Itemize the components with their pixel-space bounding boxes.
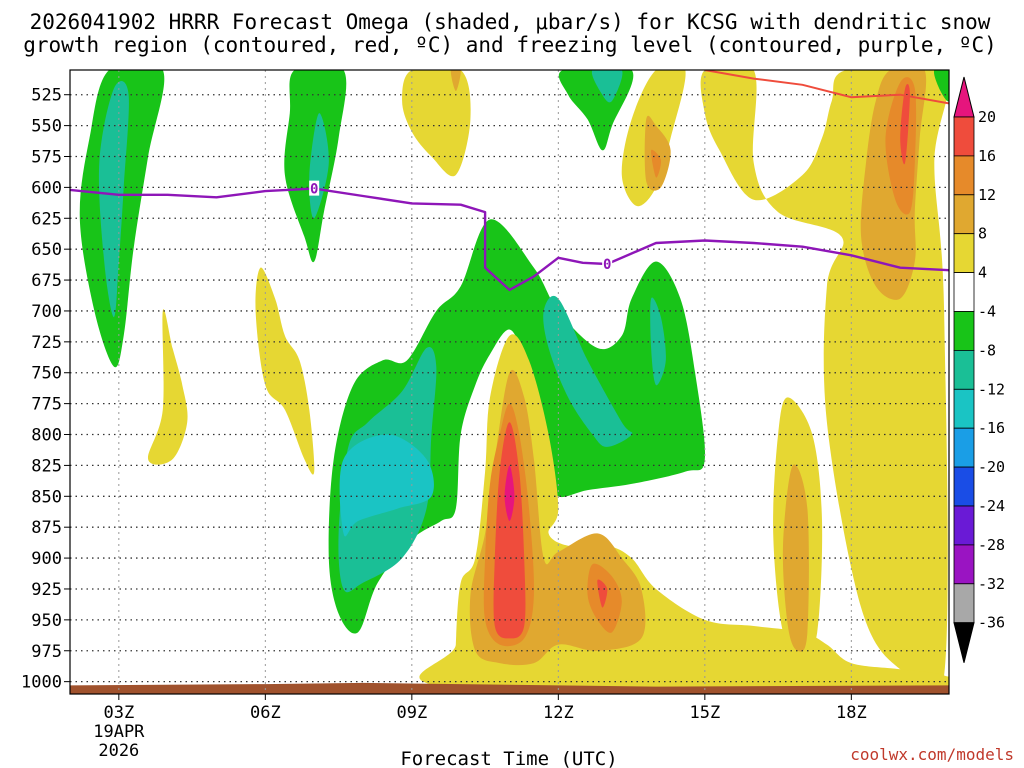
colorbar-bottom-arrow [953, 622, 975, 663]
omega-region-gold [644, 115, 671, 191]
contour-lines: 00 [70, 70, 949, 292]
colorbar-label: -36 [978, 614, 1005, 632]
y-tick-label: 625 [31, 209, 62, 229]
x-year-label: 2026 [98, 741, 139, 761]
colorbar-label: 20 [978, 108, 996, 126]
x-date-label: 19APR [93, 722, 145, 742]
y-tick-label: 525 [31, 86, 62, 106]
omega-region-teal [650, 297, 666, 386]
colorbar-bin [953, 388, 975, 429]
y-tick-label: 650 [31, 240, 62, 260]
terrain-ground [70, 682, 949, 694]
omega-region-teal [543, 295, 633, 447]
colorbar-label: -32 [978, 575, 1005, 593]
x-tick-label: 12Z [543, 703, 574, 723]
y-tick-label: 975 [31, 642, 62, 662]
omega-region-magenta [504, 465, 515, 521]
y-axis-ticks: 525 550 575 600 625 650 675 700 725 750 775 800 825 8… [21, 86, 70, 693]
credit-link[interactable]: coolwx.com/models [850, 745, 1014, 764]
freezing-level-label: 0 [310, 182, 318, 198]
y-tick-label: 925 [31, 580, 62, 600]
colorbar-label: 8 [978, 225, 987, 243]
y-tick-label: 900 [31, 549, 62, 569]
x-tick-label: 03Z [103, 703, 134, 723]
omega-region-yellow [402, 70, 471, 177]
x-tick-label: 15Z [689, 703, 720, 723]
colorbar-bin [953, 544, 975, 585]
colorbar-label: -20 [978, 458, 1005, 476]
omega-region-yellow [255, 267, 315, 475]
y-tick-label: 875 [31, 518, 62, 538]
colorbar-label: -12 [978, 380, 1005, 398]
freezing-label-bg [602, 255, 613, 271]
colorbar: 20 16 12 8 4 -4 -8 -12 -16 -20 -24 -28 -32 -36 [953, 76, 1005, 663]
chart-title-line2: growth region (contoured, red, ºC) and f… [23, 33, 997, 57]
y-tick-label: 825 [31, 456, 62, 476]
y-tick-label: 775 [31, 395, 62, 415]
dgz-contour-line [704, 70, 949, 105]
chart-title-line1: 2026041902 HRRR Forecast Omega (shaded, … [30, 10, 991, 34]
colorbar-label: -24 [978, 497, 1005, 515]
colorbar-bin [953, 583, 975, 624]
colorbar-bin [953, 116, 975, 157]
colorbar-label: -28 [978, 536, 1005, 554]
omega-region-teal [98, 80, 129, 318]
colorbar-label: 12 [978, 186, 996, 204]
y-tick-label: 1000 [21, 673, 62, 693]
y-tick-label: 675 [31, 271, 62, 291]
x-tick-label: 06Z [250, 703, 281, 723]
y-tick-label: 700 [31, 302, 62, 322]
omega-region-green [933, 70, 949, 102]
colorbar-bin [953, 233, 975, 273]
colorbar-bin [953, 155, 975, 196]
y-tick-label: 600 [31, 178, 62, 198]
colorbar-bin [953, 311, 975, 351]
colorbar-bin [953, 349, 975, 390]
freezing-label-bg [309, 180, 320, 196]
omega-region-yellow [147, 309, 188, 465]
omega-region-red [493, 422, 526, 639]
y-tick-label: 850 [31, 487, 62, 507]
x-axis-label: Forecast Time (UTC) [400, 748, 617, 768]
omega-region-green [79, 70, 165, 368]
colorbar-label: 16 [978, 147, 996, 165]
x-tick-label: 09Z [396, 703, 427, 723]
y-tick-label: 725 [31, 333, 62, 353]
colorbar-label: -16 [978, 419, 1005, 437]
plot-frame [69, 69, 950, 695]
omega-region-red [900, 84, 910, 165]
colorbar-label: 4 [978, 264, 987, 282]
y-tick-label: 575 [31, 147, 62, 167]
y-tick-label: 750 [31, 364, 62, 384]
colorbar-bin [953, 194, 975, 235]
ground-fill [70, 682, 949, 694]
grid-lines [70, 70, 949, 694]
omega-region-gold [450, 70, 461, 91]
x-tick-label: 18Z [836, 703, 867, 723]
omega-region-cyan [339, 434, 434, 537]
colorbar-label: -8 [978, 341, 996, 359]
colorbar-bin [953, 505, 975, 546]
colorbar-top-arrow [953, 76, 975, 118]
omega-region-green [328, 219, 706, 634]
y-tick-label: 950 [31, 611, 62, 631]
y-tick-label: 550 [31, 117, 62, 137]
omega-shading [79, 70, 949, 694]
colorbar-label: -4 [978, 303, 996, 321]
y-tick-label: 800 [31, 426, 62, 446]
colorbar-bin [953, 272, 975, 312]
colorbar-bin [953, 427, 975, 468]
omega-region-red [597, 579, 608, 608]
colorbar-bin [953, 466, 975, 507]
omega-region-gold [782, 464, 809, 652]
freezing-level-line [70, 187, 949, 292]
freezing-level-label: 0 [603, 257, 611, 273]
